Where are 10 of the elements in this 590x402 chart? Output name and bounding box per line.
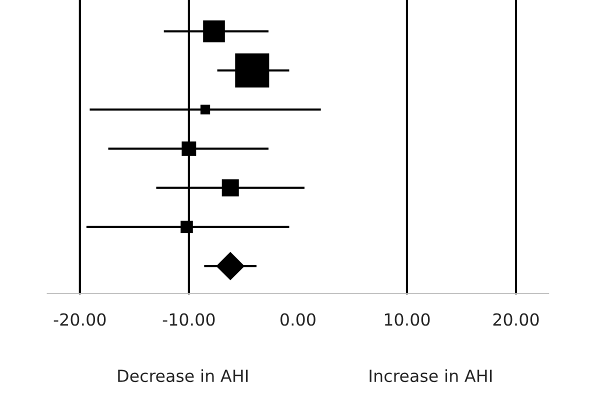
x-tick-label: 0.00 xyxy=(280,313,316,326)
point xyxy=(182,141,196,156)
text: Increase in AHI xyxy=(370,369,492,382)
x-tick-label: -20.00 xyxy=(54,313,106,326)
point xyxy=(216,252,245,280)
text: Decrease in AHI xyxy=(118,369,248,382)
point xyxy=(222,179,239,196)
x-tick-label: 10.00 xyxy=(384,313,430,326)
x-tick-label: -10.00 xyxy=(162,313,215,326)
x-tick-label: 20.00 xyxy=(493,313,539,326)
